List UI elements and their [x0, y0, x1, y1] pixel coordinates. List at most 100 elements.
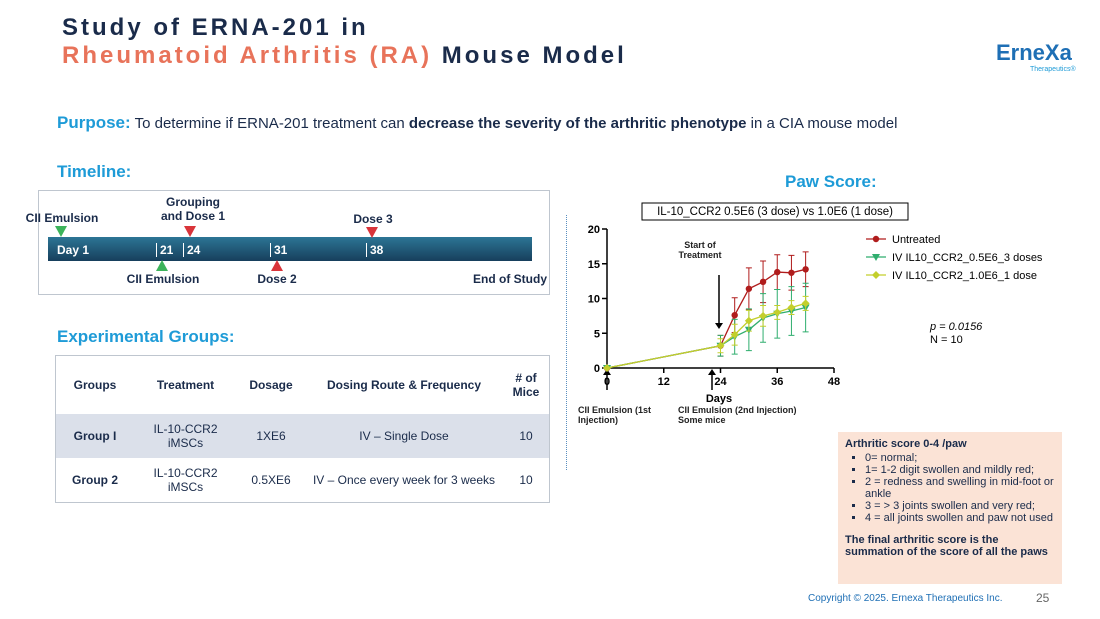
- treatment-note: Start of Treatment: [678, 240, 722, 260]
- title: Study of ERNA-201 in Rheumatoid Arthritis…: [62, 14, 627, 70]
- legend-marker: [872, 271, 880, 279]
- day-label: 21: [156, 243, 173, 257]
- cell: 0.5XE6: [251, 473, 291, 487]
- treatment-text: Start of Treatment: [678, 240, 722, 260]
- purpose-key: decrease the severity of the arthritic p…: [408, 115, 747, 132]
- cell: IV – Once every week for 3 weeks: [312, 473, 496, 487]
- day-label: 24: [183, 243, 200, 257]
- event-label: CII Emulsion: [126, 272, 200, 286]
- timeline-heading: Timeline:: [57, 162, 132, 181]
- logo-sub: Therapeutics®: [1030, 66, 1076, 73]
- point: [744, 316, 753, 325]
- legend-label: IV IL10_CCR2_1.0E6_1 dose: [892, 270, 1037, 282]
- purpose-label: Purpose:: [57, 113, 131, 132]
- x-tick-label: 24: [714, 376, 727, 388]
- notes-conclusion: The final arthritic score is the summati…: [845, 534, 1048, 558]
- point: [774, 268, 781, 276]
- marker: [55, 226, 67, 237]
- timeline-bar: [48, 237, 532, 261]
- timeline-box: [38, 190, 550, 295]
- cell: IV – Single Dose: [305, 414, 503, 458]
- injection-text: CII Emulsion (1st Injection): [578, 405, 652, 425]
- note: 1= 1-2 digit swollen and mildly red;: [865, 464, 1055, 476]
- logo: ErneXa: [996, 40, 1072, 65]
- event-label: Grouping and Dose 1: [160, 195, 226, 223]
- purpose: Purpose: To determine if ERNA-201 treatm…: [57, 113, 897, 133]
- injection-note: CII Emulsion (1st Injection): [578, 405, 652, 425]
- x-tick-label: 36: [771, 376, 783, 388]
- notes-title: Arthritic score 0-4 /paw: [845, 438, 967, 450]
- injection-note: CII Emulsion (2nd Injection) Some mice: [678, 405, 797, 425]
- chart-title-box: [641, 202, 909, 221]
- y-tick-label: 15: [588, 259, 600, 271]
- day-label: Day 1: [57, 243, 90, 257]
- y-tick-label: 0: [594, 363, 600, 375]
- title-line1: Study of ERNA-201 in: [62, 14, 369, 41]
- purpose-text: in a CIA mouse model: [746, 115, 898, 132]
- timeline-markers: [55, 226, 378, 271]
- point: [787, 303, 796, 312]
- injection-text: CII Emulsion (2nd Injection) Some mice: [678, 405, 797, 425]
- legend-marker: [872, 254, 880, 261]
- point: [759, 311, 768, 320]
- purpose-text: To determine if ERNA-201 treatment can: [134, 115, 409, 132]
- note: 2 = redness and swelling in mid-foot or …: [865, 476, 1055, 500]
- event-label: Dose 3: [353, 212, 393, 226]
- cell: 10: [503, 414, 550, 458]
- page-number: 25: [1036, 591, 1050, 605]
- header-cell: # of Mice: [512, 371, 540, 399]
- point: [716, 341, 725, 350]
- marker: [184, 226, 196, 237]
- groups-table: Groups Treatment Dosage Dosing Route & F…: [55, 355, 550, 503]
- event-label: Dose 2: [257, 272, 297, 286]
- groups-heading: Experimental Groups:: [57, 327, 235, 346]
- n-value: N = 10: [930, 334, 963, 346]
- divider: [566, 215, 567, 470]
- point: [802, 266, 809, 273]
- copyright: Copyright © 2025. Ernexa Therapeutics In…: [808, 593, 1003, 604]
- y-tick-label: 5: [594, 328, 600, 340]
- series-line: [606, 268, 806, 369]
- x-tick-label: 48: [828, 376, 840, 388]
- marker: [366, 227, 378, 238]
- event-label: End of Study: [473, 272, 547, 286]
- notes-list: 0= normal; 1= 1-2 digit swollen and mild…: [845, 452, 1055, 524]
- cell: Group 2: [71, 473, 118, 487]
- header-row: Groups Treatment Dosage Dosing Route & F…: [56, 356, 550, 415]
- point: [759, 278, 767, 286]
- header-cell: Treatment: [156, 378, 215, 392]
- note: 3 = > 3 joints swollen and very red;: [865, 500, 1055, 512]
- row: Group I IL-10-CCR2 iMSCs 1XE6 IV – Single D…: [55, 414, 550, 458]
- point: [730, 330, 739, 339]
- x-tick-label: 0: [604, 376, 610, 388]
- legend-label: Untreated: [892, 234, 940, 246]
- marker: [156, 260, 168, 271]
- note: 0= normal;: [865, 452, 1055, 464]
- day-label: 38: [366, 243, 383, 257]
- legend-marker: [872, 235, 880, 243]
- x-tick-label: 12: [658, 376, 670, 388]
- day-label: 31: [270, 243, 287, 257]
- cell: 1XE6: [237, 414, 305, 458]
- header-cell: Dosage: [249, 378, 293, 392]
- row: Group 2 IL-10-CCR2 iMSCs 0.5XE6 IV – Once e…: [56, 458, 550, 503]
- header-cell: Dosing Route & Frequency: [326, 378, 481, 392]
- cell: IL-10-CCR2 iMSCs: [134, 414, 237, 458]
- point: [731, 311, 738, 319]
- title-accent: Rheumatoid Arthritis (RA): [62, 42, 433, 69]
- x-axis-label: Days: [706, 393, 732, 405]
- legend-label: IV IL10_CCR2_0.5E6_3 doses: [892, 252, 1043, 264]
- point: [603, 364, 611, 372]
- arrow-head: [715, 323, 723, 329]
- point: [773, 308, 782, 317]
- paw-heading: Paw Score:: [785, 172, 877, 191]
- chart-title: IL-10_CCR2 0.5E6 (3 dose) vs 1.0E6 (1 do…: [657, 206, 893, 218]
- cell: 10: [519, 473, 533, 487]
- chart: IL-10_CCR2 0.5E6 (3 dose) vs 1.0E6 (1 do…: [578, 202, 1043, 425]
- point: [801, 299, 810, 308]
- y-tick-label: 10: [588, 294, 600, 306]
- title-rest: Mouse Model: [432, 42, 627, 69]
- point: [745, 285, 753, 292]
- notes-box: Arthritic score 0-4 /paw 0= normal; 1= 1…: [838, 432, 1062, 584]
